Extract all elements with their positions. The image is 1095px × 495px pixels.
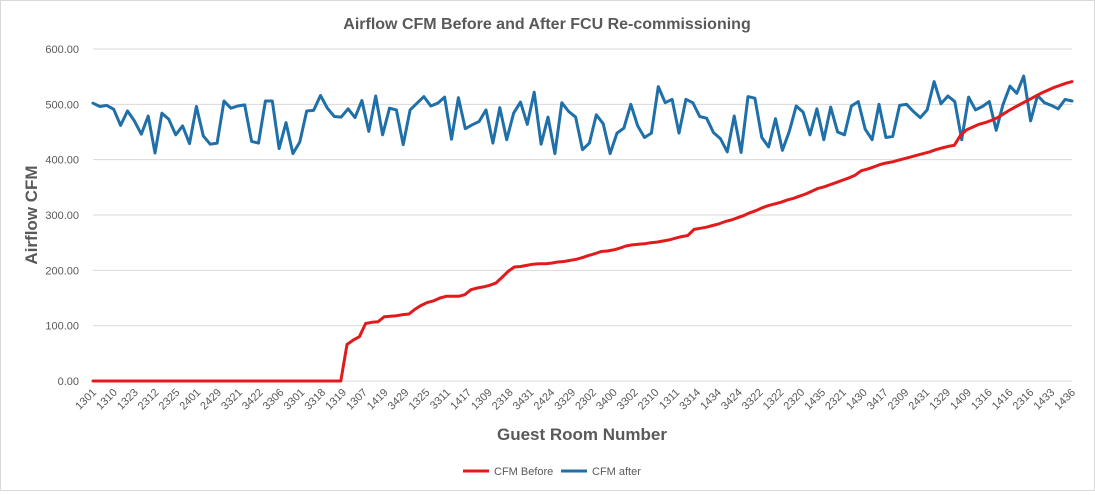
x-tick-label: 1301 — [73, 387, 99, 413]
x-tick-label: 1319 — [323, 387, 349, 413]
y-tick-label: 600.00 — [45, 44, 79, 56]
x-tick-label: 3424 — [719, 387, 745, 413]
x-tick-label: 1329 — [927, 387, 953, 413]
x-tick-label: 1419 — [365, 387, 391, 413]
x-tick-label: 3302 — [615, 387, 641, 413]
x-tick-label: 1409 — [948, 387, 974, 413]
x-tick-label: 1417 — [448, 387, 474, 413]
x-tick-label: 2312 — [136, 387, 162, 413]
x-tick-label: 1310 — [94, 387, 120, 413]
x-tick-label: 1323 — [115, 387, 141, 413]
series-line-cfm-after — [91, 74, 1074, 156]
y-axis-label: Airflow CFM — [22, 165, 41, 264]
x-tick-label: 2325 — [157, 387, 183, 413]
x-tick-label: 1322 — [761, 387, 787, 413]
x-tick-label: 3400 — [594, 387, 620, 413]
x-tick-label: 2318 — [490, 387, 516, 413]
x-axis-label: Guest Room Number — [497, 425, 667, 444]
x-tick-label: 3417 — [865, 387, 891, 413]
x-tick-label: 2321 — [823, 387, 849, 413]
y-axis-ticks: 0.00 100.00 200.00 300.00 400.00 500.00 600.00 — [45, 44, 79, 388]
x-tick-label: 3322 — [740, 387, 766, 413]
y-tick-label: 100.00 — [45, 321, 79, 333]
x-tick-label: 3422 — [240, 387, 266, 413]
legend: CFM Before CFM after — [463, 466, 641, 478]
x-tick-label: 3314 — [677, 387, 703, 413]
x-axis-ticks: 1301131013232312232524012429332134223306… — [73, 387, 1078, 413]
series-lines — [91, 74, 1074, 383]
x-tick-label: 1433 — [1031, 387, 1057, 413]
legend-label: CFM Before — [494, 466, 553, 478]
x-tick-label: 1307 — [344, 387, 370, 413]
x-tick-label: 1430 — [844, 387, 870, 413]
series-line-cfm-before — [91, 80, 1074, 383]
y-tick-label: 400.00 — [45, 155, 79, 167]
y-tick-label: 500.00 — [45, 99, 79, 111]
y-tick-label: 200.00 — [45, 265, 79, 277]
x-tick-label: 2320 — [782, 387, 808, 413]
x-tick-label: 2309 — [886, 387, 912, 413]
y-tick-label: 300.00 — [45, 210, 79, 222]
x-tick-label: 3306 — [261, 387, 287, 413]
x-tick-label: 3321 — [219, 387, 245, 413]
x-tick-label: 3318 — [302, 387, 328, 413]
x-tick-label: 1311 — [657, 387, 682, 412]
x-tick-label: 1416 — [990, 387, 1016, 413]
x-tick-label: 1325 — [407, 387, 433, 413]
x-tick-label: 2316 — [1011, 387, 1037, 413]
legend-label: CFM after — [592, 466, 641, 478]
x-tick-label: 1316 — [969, 387, 995, 413]
x-tick-label: 3429 — [386, 387, 412, 413]
chart-title: Airflow CFM Before and After FCU Re-comm… — [343, 16, 750, 33]
x-tick-label: 2429 — [198, 387, 224, 413]
x-tick-label: 2431 — [907, 387, 933, 413]
x-tick-label: 1435 — [802, 387, 828, 413]
x-tick-label: 3301 — [282, 387, 308, 413]
x-tick-label: 2401 — [177, 387, 203, 413]
y-tick-label: 0.00 — [58, 376, 79, 388]
x-tick-label: 3311 — [428, 387, 453, 412]
x-tick-label: 2424 — [532, 387, 558, 413]
x-tick-label: 1436 — [1052, 387, 1078, 413]
gridlines — [93, 48, 1072, 382]
x-tick-label: 1434 — [698, 387, 724, 413]
x-tick-label: 2310 — [636, 387, 662, 413]
x-tick-label: 2302 — [573, 387, 599, 413]
x-tick-label: 3329 — [552, 387, 578, 413]
x-tick-label: 1309 — [469, 387, 495, 413]
x-tick-label: 3431 — [511, 387, 537, 413]
